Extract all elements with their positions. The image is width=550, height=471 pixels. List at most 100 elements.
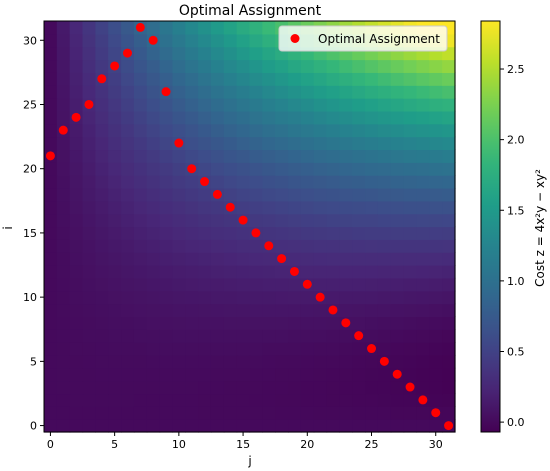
heatmap-cell — [300, 380, 315, 395]
heatmap-cell — [442, 72, 456, 86]
heatmap-cell — [236, 72, 251, 86]
heatmap-cell — [146, 354, 161, 369]
heatmap-cell — [249, 277, 263, 292]
heatmap-cell — [172, 393, 186, 407]
heatmap-cell — [429, 136, 443, 151]
heatmap-cell — [326, 342, 340, 356]
heatmap-cell — [121, 303, 135, 317]
heatmap-cell — [108, 110, 122, 125]
heatmap-cell — [442, 354, 456, 369]
y-tick-label: 20 — [23, 163, 37, 176]
heatmap-cell — [69, 367, 84, 382]
heatmap-cell — [442, 213, 456, 228]
heatmap-cell — [339, 367, 353, 382]
heatmap-cell — [121, 239, 135, 253]
heatmap-cell — [95, 46, 109, 61]
heatmap-cell — [326, 354, 340, 369]
heatmap-cell — [365, 175, 379, 189]
heatmap-cell — [365, 354, 379, 369]
heatmap-cell — [56, 342, 71, 356]
heatmap-cell — [44, 406, 58, 420]
heatmap-cell — [198, 252, 212, 266]
heatmap-cell — [223, 136, 238, 151]
heatmap-cell — [159, 239, 174, 253]
heatmap-cell — [69, 239, 84, 253]
heatmap-cell — [133, 149, 148, 163]
heatmap-cell — [223, 393, 238, 407]
heatmap-cell — [108, 21, 122, 35]
heatmap-cell — [82, 110, 96, 125]
heatmap-cell — [133, 329, 148, 343]
heatmap-cell — [236, 175, 251, 189]
heatmap-cell — [300, 123, 315, 138]
heatmap-cell — [146, 59, 161, 73]
heatmap-cell — [313, 149, 328, 163]
heatmap-cell — [377, 59, 392, 73]
heatmap-cell — [121, 175, 135, 189]
assignment-point — [135, 22, 145, 32]
heatmap-cell — [56, 316, 71, 330]
heatmap-cell — [403, 419, 418, 433]
heatmap-cell — [275, 136, 289, 151]
heatmap-cell — [249, 406, 263, 420]
heatmap-cell — [262, 98, 276, 112]
heatmap-cell — [236, 85, 251, 99]
heatmap-cell — [121, 98, 135, 112]
heatmap-cell — [210, 380, 225, 395]
heatmap-cell — [442, 265, 456, 279]
heatmap-cell — [288, 213, 302, 228]
heatmap-cell — [416, 59, 430, 73]
heatmap-cell — [56, 329, 71, 343]
assignment-point — [212, 189, 222, 199]
heatmap-cell — [288, 252, 302, 266]
heatmap-cell — [300, 162, 315, 176]
heatmap-cell — [236, 123, 251, 138]
colorbar-tick-label: 2.0 — [507, 134, 525, 147]
heatmap-cell — [326, 213, 340, 228]
heatmap-cell — [159, 21, 174, 35]
heatmap-cell — [172, 290, 186, 305]
heatmap-cell — [352, 265, 366, 279]
heatmap-cell — [108, 72, 122, 86]
heatmap-cell — [198, 149, 212, 163]
heatmap-cell — [365, 59, 379, 73]
x-tick-label: 15 — [236, 438, 250, 451]
heatmap-cell — [390, 85, 405, 99]
heatmap-cell — [82, 187, 96, 202]
heatmap-cell — [44, 213, 58, 228]
heatmap-cell — [339, 149, 353, 163]
heatmap-cell — [249, 136, 263, 151]
heatmap-cell — [185, 277, 199, 292]
heatmap-cell — [133, 46, 148, 61]
heatmap-cell — [416, 316, 430, 330]
heatmap-cell — [82, 59, 96, 73]
heatmap-cell — [236, 367, 251, 382]
heatmap-cell — [300, 316, 315, 330]
heatmap-cell — [159, 33, 174, 48]
heatmap-cell — [82, 367, 96, 382]
heatmap-cell — [275, 98, 289, 112]
heatmap-cell — [326, 149, 340, 163]
heatmap-cell — [326, 367, 340, 382]
heatmap-cell — [300, 110, 315, 125]
heatmap-cell — [172, 367, 186, 382]
heatmap-cell — [339, 226, 353, 240]
heatmap-cell — [236, 354, 251, 369]
heatmap-cell — [339, 265, 353, 279]
assignment-point — [161, 87, 171, 97]
heatmap-cell — [403, 277, 418, 292]
heatmap-cell — [288, 239, 302, 253]
heatmap-cell — [223, 239, 238, 253]
heatmap-cell — [339, 213, 353, 228]
heatmap-cell — [159, 149, 174, 163]
heatmap-cell — [146, 265, 161, 279]
heatmap-cell — [82, 316, 96, 330]
heatmap-cell — [275, 72, 289, 86]
heatmap-cell — [121, 316, 135, 330]
heatmap-cell — [69, 21, 84, 35]
assignment-point — [418, 395, 428, 405]
heatmap-cell — [159, 316, 174, 330]
heatmap-cell — [377, 419, 392, 433]
heatmap-cell — [326, 277, 340, 292]
heatmap-cell — [172, 265, 186, 279]
